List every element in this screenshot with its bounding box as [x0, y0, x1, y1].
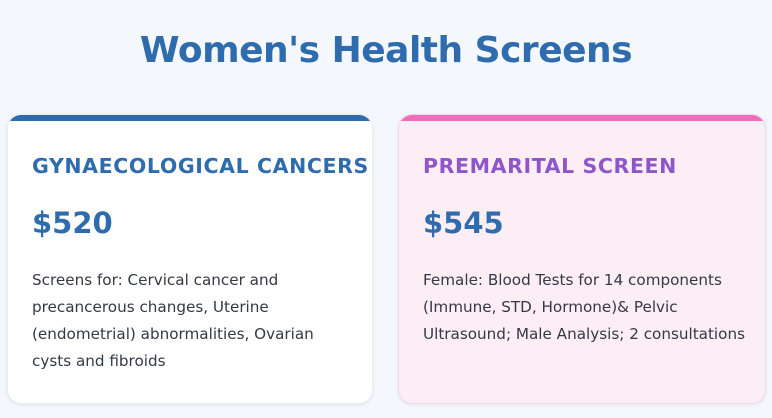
card-price: $545	[423, 206, 504, 240]
card-description: Screens for: Cervical cancer and precanc…	[32, 271, 314, 370]
card-price: $520	[32, 206, 113, 240]
card-title: GYNAECOLOGICAL CANCERS	[32, 154, 369, 178]
card-accent-bar	[399, 115, 765, 121]
card-description: Female: Blood Tests for 14 components (I…	[423, 271, 745, 343]
card-title: PREMARITAL SCREEN	[423, 154, 677, 178]
package-card-gynaecological-cancers[interactable]: GYNAECOLOGICAL CANCERS $520 Screens for:…	[7, 114, 373, 404]
card-accent-bar	[8, 115, 372, 121]
page-title: Women's Health Screens	[139, 30, 633, 72]
package-card-premarital-screen[interactable]: PREMARITAL SCREEN $545 Female: Blood Tes…	[398, 114, 766, 404]
